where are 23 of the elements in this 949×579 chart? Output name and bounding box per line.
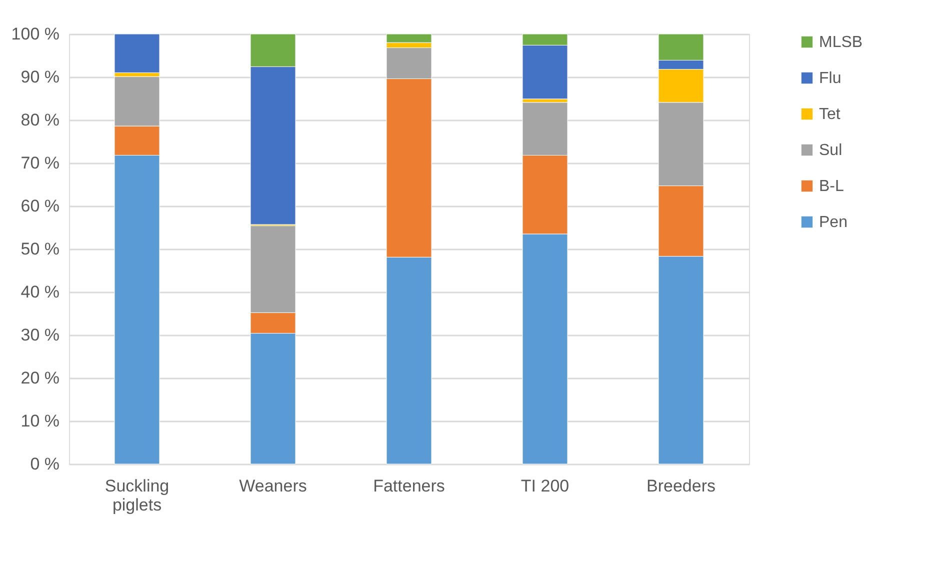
y-tick-label: 30 %	[20, 326, 60, 344]
y-tick-label: 100 %	[11, 24, 60, 44]
y-tick-label: 90 %	[20, 68, 60, 86]
y-tick-label: 60 %	[20, 196, 60, 216]
y-tick-label: 80 %	[20, 110, 60, 130]
y-tick-label: 50 %	[20, 240, 60, 258]
y-tick-label: 40 %	[20, 282, 60, 302]
y-tick-label: 0 %	[30, 454, 60, 474]
y-tick-label: 70 %	[20, 154, 60, 172]
legend-label: Flu	[819, 70, 842, 87]
legend-label: Sul	[819, 142, 842, 159]
y-tick-label: 10 %	[20, 412, 60, 430]
x-tick-label: Suckling piglets	[104, 476, 170, 514]
x-tick-label: TI 200	[520, 476, 570, 496]
bar	[114, 34, 160, 73]
x-tick-label: Weaners	[239, 476, 307, 496]
legend-label: MLSB	[819, 34, 863, 51]
legend-label: Pen	[819, 214, 848, 231]
x-tick-label: Fatteners	[373, 476, 445, 496]
legend-label: Tet	[819, 106, 841, 123]
x-tick-label: Breeders	[646, 476, 716, 496]
y-tick-label: 20 %	[20, 368, 60, 388]
legend-label: B-L	[819, 178, 844, 195]
